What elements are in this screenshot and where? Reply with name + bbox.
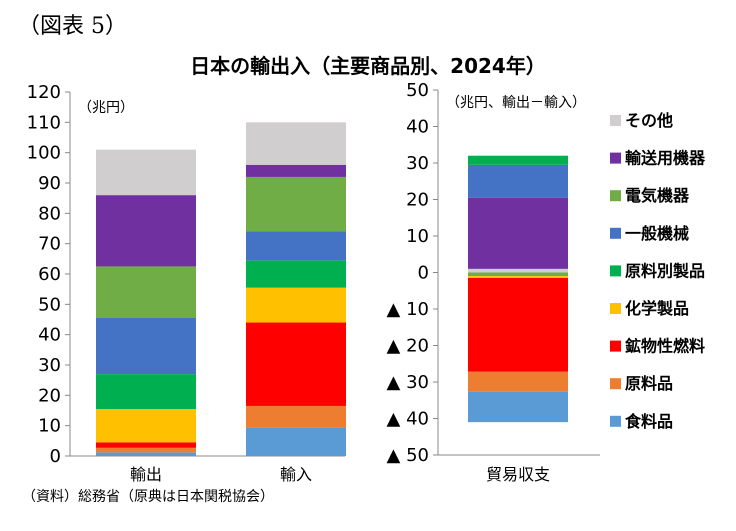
balance-segment-一般機械	[468, 164, 568, 198]
legend-swatch	[610, 378, 621, 390]
legend-label: その他	[625, 111, 673, 130]
bar-segment-0-食料品	[96, 452, 196, 456]
balance-segment-その他	[468, 268, 568, 273]
bar-segment-0-電気機器	[96, 266, 196, 318]
legend-swatch	[610, 190, 621, 202]
bar-segment-0-鉱物性燃料	[96, 442, 196, 448]
right-chart: （兆円、輸出－輸入） 50 40 30 20 10 0 ▲ 10 ▲ 20 ▲ 30 ▲ 40 ▲ …	[387, 80, 600, 484]
left-category-label: 輸入	[280, 465, 312, 484]
left-category-label: 輸出	[130, 465, 162, 484]
legend-swatch	[610, 340, 621, 352]
figure-label: （図表 5）	[18, 14, 127, 39]
left-tick-label: 10	[38, 416, 61, 437]
bar-segment-1-一般機械	[246, 231, 346, 261]
left-tick-label: 50	[38, 294, 61, 315]
bar-segment-1-鉱物性燃料	[246, 322, 346, 406]
balance-segment-化学製品	[468, 276, 568, 278]
bar-segment-1-原料品	[246, 405, 346, 428]
bar-segment-1-原料別製品	[246, 260, 346, 288]
bar-segment-1-電気機器	[246, 176, 346, 232]
legend-swatch	[610, 115, 621, 126]
bar-segment-1-その他	[246, 122, 346, 165]
balance-segment-電気機器	[468, 272, 568, 277]
balance-segment-原料別製品	[468, 155, 568, 165]
legend-swatch	[610, 303, 621, 314]
right-tick-label: 10	[406, 226, 429, 247]
right-tick-label: 50	[406, 80, 429, 101]
right-unit-label: （兆円、輸出－輸入）	[446, 95, 586, 111]
source-note: （資料）総務省（原典は日本関税協会）	[22, 489, 274, 505]
left-tick-label: 120	[27, 82, 61, 103]
bar-segment-1-食料品	[246, 427, 346, 456]
right-tick-label: ▲ 10	[387, 299, 429, 320]
right-category-label: 貿易収支	[486, 465, 550, 484]
legend-swatch	[610, 265, 621, 277]
right-tick-label: 20	[406, 190, 429, 211]
balance-segment-鉱物性燃料	[468, 277, 568, 372]
bar-segment-0-化学製品	[96, 408, 196, 443]
left-tick-label: 70	[38, 234, 61, 255]
bar-segment-0-輸送用機器	[96, 195, 196, 267]
bar-segment-0-原料別製品	[96, 374, 196, 409]
legend-label: 電気機器	[625, 186, 690, 205]
balance-segment-原料品	[468, 371, 568, 392]
legend-label: 原料品	[625, 374, 673, 393]
right-tick-label: ▲ 40	[387, 409, 429, 430]
left-tick-label: 60	[38, 264, 61, 285]
chart-title: 日本の輸出入（主要商品別、2024年）	[190, 54, 546, 78]
legend-label: 化学製品	[625, 299, 689, 318]
right-tick-label: 0	[418, 263, 429, 284]
bar-segment-0-原料品	[96, 447, 196, 453]
left-unit-label: （兆円）	[78, 100, 134, 116]
right-tick-label: 30	[406, 153, 429, 174]
bar-segment-1-化学製品	[246, 287, 346, 323]
right-tick-label: ▲ 30	[387, 372, 429, 393]
legend-label: 輸送用機器	[625, 149, 706, 168]
legend-swatch	[610, 415, 621, 427]
legend-label: 原料別製品	[625, 261, 705, 280]
balance-segment-食料品	[468, 391, 568, 423]
right-tick-label: ▲ 20	[387, 336, 429, 357]
legend-label: 食料品	[624, 412, 673, 431]
left-tick-label: 110	[27, 112, 61, 133]
legend-label: 一般機械	[625, 224, 689, 243]
left-tick-label: 30	[38, 355, 61, 376]
legend-swatch	[610, 227, 621, 239]
left-tick-label: 40	[38, 325, 61, 346]
left-chart: （兆円） 0 10 20 30 40 50 60 70 80 90 100 110 120 輸出 輸入	[27, 82, 346, 484]
balance-segment-輸送用機器	[468, 197, 568, 269]
left-tick-label: 80	[38, 203, 61, 224]
left-tick-label: 90	[38, 173, 61, 194]
bar-segment-0-一般機械	[96, 317, 196, 375]
right-tick-label: 40	[406, 117, 429, 138]
left-tick-label: 20	[38, 385, 61, 406]
left-tick-label: 0	[50, 446, 61, 467]
bar-segment-1-輸送用機器	[246, 164, 346, 177]
legend-swatch	[610, 152, 621, 164]
left-tick-label: 100	[27, 143, 61, 164]
bar-segment-0-その他	[96, 149, 196, 196]
legend-label: 鉱物性燃料	[625, 337, 705, 356]
right-tick-label: ▲ 50	[387, 445, 429, 466]
